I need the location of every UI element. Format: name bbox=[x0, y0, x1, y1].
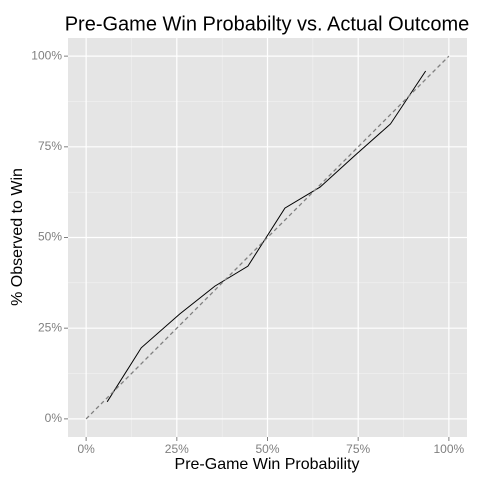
x-tick-label: 75% bbox=[346, 442, 370, 456]
y-tick-label: 100% bbox=[31, 48, 62, 62]
data-line bbox=[85, 55, 450, 420]
y-tick-label: 0% bbox=[45, 411, 63, 425]
y-tick-label: 75% bbox=[38, 139, 62, 153]
x-axis-label: Pre-Game Win Probability bbox=[175, 456, 360, 473]
data-line bbox=[106, 70, 427, 403]
chart-title: Pre-Game Win Probabilty vs. Actual Outco… bbox=[65, 13, 470, 35]
x-tick-label: 0% bbox=[77, 442, 95, 456]
y-tick-label: 50% bbox=[38, 230, 62, 244]
y-tick-label: 25% bbox=[38, 320, 62, 334]
y-axis-label: % Observed to Win bbox=[9, 168, 26, 306]
x-tick-label: 25% bbox=[165, 442, 189, 456]
x-tick-label: 100% bbox=[434, 442, 465, 456]
x-tick-label: 50% bbox=[255, 442, 279, 456]
